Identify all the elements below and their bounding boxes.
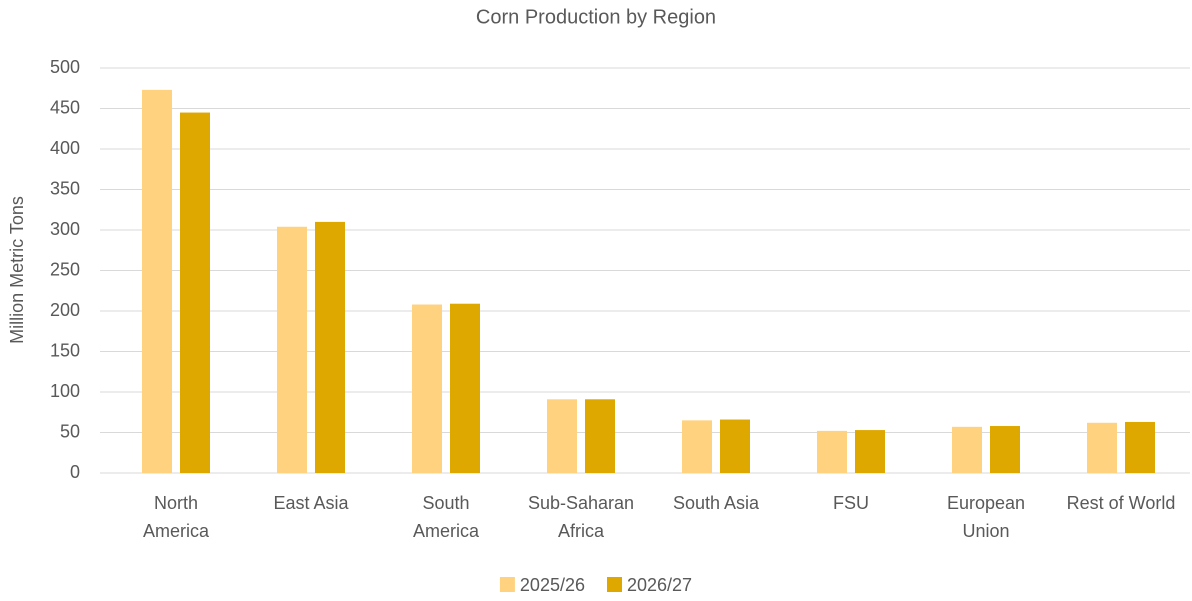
bar: [952, 426, 982, 473]
y-tick-label: 150: [50, 340, 80, 360]
bar: [547, 399, 577, 473]
x-tick-label: East Asia: [273, 493, 349, 513]
y-tick-label: 0: [70, 462, 80, 482]
bar: [585, 399, 615, 473]
legend-label: 2025/26: [520, 575, 585, 595]
y-axis-label: Million Metric Tons: [7, 196, 27, 344]
bar: [450, 303, 480, 473]
bar: [180, 112, 210, 474]
x-tick-label: North America: [143, 493, 210, 541]
y-tick-label: 200: [50, 300, 80, 320]
bar: [720, 419, 750, 473]
y-tick-label: 500: [50, 57, 80, 77]
x-tick-label: South America: [413, 493, 480, 541]
y-tick-label: 350: [50, 178, 80, 198]
bar: [855, 430, 885, 473]
legend-label: 2026/27: [627, 575, 692, 595]
legend: 2025/26 2026/27: [499, 575, 692, 595]
bar: [142, 89, 172, 474]
bar: [817, 430, 847, 473]
y-tick-label: 450: [50, 97, 80, 117]
chart-title: Corn Production by Region: [476, 6, 716, 28]
legend-swatch: [607, 577, 622, 592]
y-tick-label: 100: [50, 381, 80, 401]
bar: [1087, 422, 1117, 473]
bar: [277, 226, 307, 473]
y-tick-label: 400: [50, 138, 80, 158]
legend-swatch: [499, 577, 515, 592]
x-tick-label: FSU: [833, 493, 869, 513]
bar: [682, 420, 712, 473]
x-tick-label: European Union: [947, 493, 1025, 541]
bar: [990, 426, 1020, 473]
y-tick-label: 300: [50, 219, 80, 239]
y-tick-label: 50: [60, 421, 80, 441]
x-tick-label: Rest of World: [1067, 493, 1176, 513]
y-tick-label: 250: [50, 259, 80, 279]
x-tick-label: Sub-Saharan Africa: [528, 493, 634, 541]
bar: [412, 304, 442, 473]
bar: [315, 221, 345, 473]
bar: [1125, 421, 1155, 473]
x-tick-label: South Asia: [673, 493, 760, 513]
